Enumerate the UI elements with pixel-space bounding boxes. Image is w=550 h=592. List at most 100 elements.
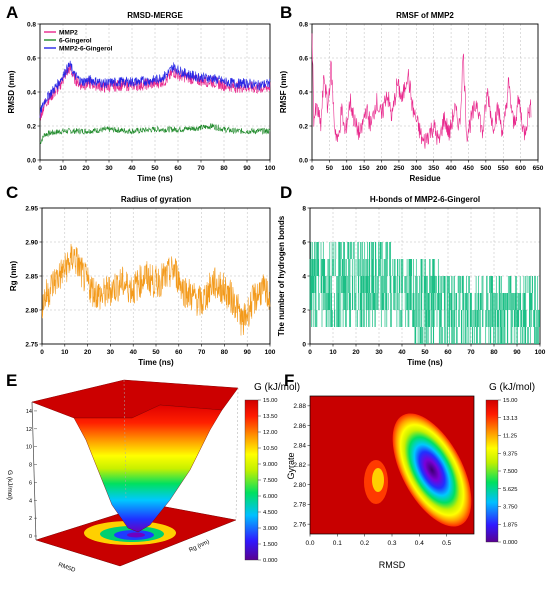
x-tick-label: 600 xyxy=(515,165,526,172)
y-tick-label: 0.8 xyxy=(299,21,308,28)
surface-z-tick-label: 0 xyxy=(29,534,32,540)
x-tick-label: 500 xyxy=(480,165,491,172)
x-tick-label: 0 xyxy=(310,165,314,172)
x-tick-label: 90 xyxy=(243,165,251,172)
chart-title-C: Radius of gyration xyxy=(121,195,191,204)
colorbar-e-tick-label: 4.500 xyxy=(263,510,278,516)
colorbar-e-tick-label: 13.50 xyxy=(263,414,278,420)
legend-label: MMP2-6-Gingerol xyxy=(59,46,113,53)
x-tick-label: 0 xyxy=(38,165,42,172)
heatmap-f-main-basin xyxy=(392,413,472,527)
y-tick-label: 2 xyxy=(302,307,306,314)
colorbar-f-tick-label: 0.000 xyxy=(503,540,518,546)
colorbar-f-tick-label: 9.375 xyxy=(503,451,518,457)
x-tick-label: 40 xyxy=(128,165,136,172)
chart-free-energy-surface-3d: 0 2 4 6 8 10 12 14 G (kJ/mol) RMSD Rg (nm) G (k… xyxy=(6,379,300,574)
y-tick-label: 4 xyxy=(302,273,306,280)
colorbar-e xyxy=(244,399,259,561)
surface-z-tick-label: 8 xyxy=(29,463,32,469)
colorbar-e-tick-label: 6.000 xyxy=(263,494,278,500)
y-tick-label: 0.0 xyxy=(299,157,308,164)
surface-floor-basin-core xyxy=(127,532,145,538)
series-line-6-gingerol xyxy=(39,123,271,144)
y-axis-label-A: RMSD (nm) xyxy=(7,70,16,113)
chart-free-energy-landscape-2d: 0.0 0.1 0.2 0.3 0.4 0.5 2.76 2.78 2.80 2.82 2.84 2.… xyxy=(286,382,535,570)
legend-label: 6-Gingerol xyxy=(59,38,92,45)
y-tick-label: 0.0 xyxy=(27,157,36,164)
y-tick-label: 0.8 xyxy=(27,21,36,28)
colorbar-f-tick-label: 3.750 xyxy=(503,505,518,511)
colorbar-e-tick-label: 0.000 xyxy=(263,558,278,564)
colorbar-e-tick-label: 12.00 xyxy=(263,430,278,436)
y-tick-label: 2.75 xyxy=(25,341,38,348)
colorbar-f-tick-label: 11.25 xyxy=(503,434,517,440)
x-tick-label: 50 xyxy=(152,349,160,356)
surface-x-label: RMSD xyxy=(57,562,76,574)
heatmap-f-x-tick-label: 0.1 xyxy=(333,540,342,547)
colorbar-f-tick-label: 7.500 xyxy=(503,469,518,475)
x-tick-label: 70 xyxy=(197,165,205,172)
x-tick-label: 50 xyxy=(151,165,159,172)
surface-axis-z xyxy=(31,401,37,541)
y-tick-label: 2.95 xyxy=(25,205,38,212)
surface-z-tick-label: 6 xyxy=(29,480,32,486)
surface-z-tick-label: 4 xyxy=(29,498,32,504)
y-tick-label: 2.80 xyxy=(25,307,38,314)
x-tick-label: 80 xyxy=(220,165,228,172)
x-tick-label: 10 xyxy=(59,165,67,172)
chart-title-D: H-bonds of MMP2-6-Gingerol xyxy=(370,195,480,204)
colorbar-f-tick-label: 1.875 xyxy=(503,522,518,528)
colorbar-e-tick-label: 7.500 xyxy=(263,478,278,484)
heatmap-f-y-label: Gyrate xyxy=(286,452,296,479)
x-tick-label: 200 xyxy=(376,165,387,172)
x-tick-label: 90 xyxy=(513,349,521,356)
chart-radius-of-gyration: Radius of gyration 0 10 20 30 40 50 60 70 80 90 100… xyxy=(9,195,276,367)
colorbar-e-tick-label: 9.000 xyxy=(263,462,278,468)
x-tick-label: 100 xyxy=(535,349,546,356)
x-tick-label: 400 xyxy=(446,165,457,172)
colorbar-e-tick-label: 10.50 xyxy=(263,446,278,452)
colorbar-e-title: G (kJ/mol) xyxy=(254,382,300,393)
y-tick-label: 0 xyxy=(302,341,306,348)
x-tick-label: 100 xyxy=(341,165,352,172)
x-axis-label-C: Time (ns) xyxy=(138,358,174,367)
series-line-mmp2-6-gingerol xyxy=(39,60,271,119)
colorbar-f-title: G (kJ/mol) xyxy=(489,382,535,393)
heatmap-f-y-tick-label: 2.78 xyxy=(293,502,306,509)
chart-rmsf: RMSF of MMP2 0 50 100 150 200 250 300 350 400 450 5… xyxy=(279,11,544,183)
x-tick-label: 250 xyxy=(393,165,404,172)
x-axis-label-B: Residue xyxy=(409,174,441,183)
heatmap-f-y-tick-label: 2.86 xyxy=(293,423,306,430)
x-tick-label: 90 xyxy=(244,349,252,356)
heatmap-f-secondary-basin-inner xyxy=(372,468,384,492)
x-tick-label: 0 xyxy=(308,349,312,356)
x-tick-label: 550 xyxy=(498,165,509,172)
surface-box-edge xyxy=(235,387,239,521)
legend-label: MMP2 xyxy=(59,30,78,37)
colorbar-f-tick-label: 15.00 xyxy=(503,398,518,404)
x-tick-label: 20 xyxy=(82,165,90,172)
x-tick-label: 100 xyxy=(265,349,276,356)
y-tick-label: 0.6 xyxy=(27,55,36,62)
x-tick-label: 30 xyxy=(107,349,115,356)
heatmap-f-axes: 0.0 0.1 0.2 0.3 0.4 0.5 2.76 2.78 2.80 2.82 2.84 2.… xyxy=(293,395,475,547)
x-tick-label: 70 xyxy=(467,349,475,356)
y-tick-label: 8 xyxy=(302,205,306,212)
x-tick-label: 0 xyxy=(40,349,44,356)
x-tick-label: 30 xyxy=(375,349,383,356)
panel-letter-F: F xyxy=(284,371,294,390)
colorbar-e-tick-label: 1.500 xyxy=(263,542,278,548)
heatmap-f-y-tick-label: 2.82 xyxy=(293,462,306,469)
colorbar-f xyxy=(485,399,499,543)
surface-funnel xyxy=(73,404,223,533)
x-tick-label: 60 xyxy=(444,349,452,356)
colorbar-e-tick-label: 15.00 xyxy=(263,398,278,404)
heatmap-f-y-tick-label: 2.88 xyxy=(293,403,306,410)
heatmap-f-y-tick-label: 2.76 xyxy=(293,521,306,528)
y-axis-label-D: The number of hydrogen bonds xyxy=(277,215,286,336)
y-tick-label: 0.2 xyxy=(299,123,308,130)
panel-letter-C: C xyxy=(6,183,18,202)
y-tick-label: 0.4 xyxy=(27,89,36,96)
x-tick-label: 100 xyxy=(265,165,276,172)
y-tick-label: 0.4 xyxy=(299,89,308,96)
